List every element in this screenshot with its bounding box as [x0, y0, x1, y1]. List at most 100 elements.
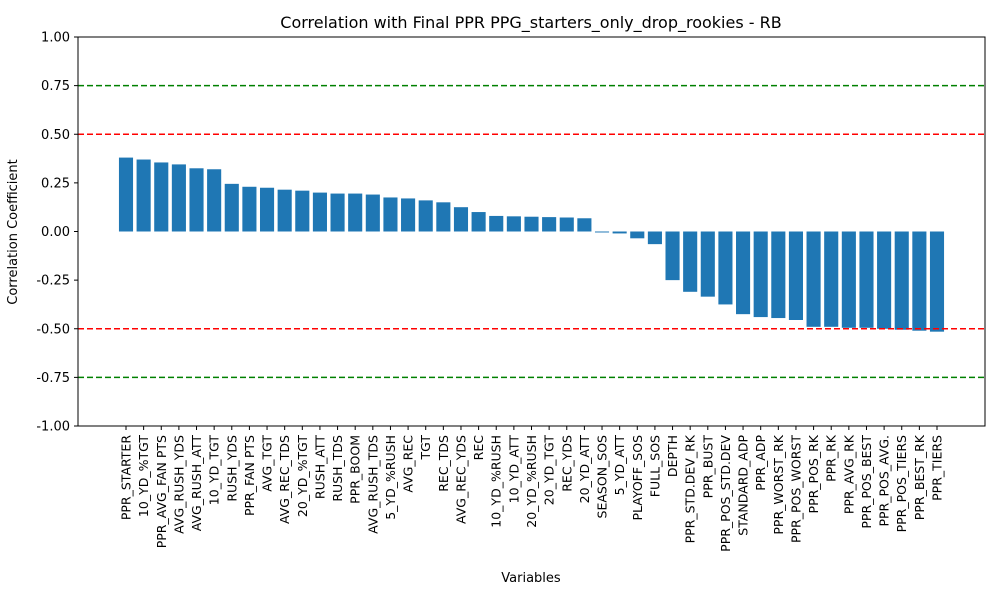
bar-avg-rush-att: [189, 168, 204, 232]
x-tick-label: PPR_POS_STD.DEV: [718, 435, 733, 552]
bar-20-yd-att: [577, 218, 592, 232]
x-axis-label: Variables: [501, 571, 561, 586]
bar-ppr-best-rk: [912, 231, 927, 331]
bar-ppr-pos-avg-: [877, 231, 892, 329]
x-tick-label: PPR_POS_BEST: [859, 435, 874, 529]
x-tick-label: 5_YD_ATT: [612, 435, 627, 496]
bar-rush-tds: [330, 193, 345, 232]
bar-10-yd-rush: [489, 215, 504, 232]
bar-20-yd-rush: [524, 216, 539, 232]
x-tick-label: AVG_RUSH_ATT: [189, 435, 204, 532]
bar-avg-rush-yds: [171, 164, 186, 232]
chart-title: Correlation with Final PPR PPG_starters_…: [280, 13, 781, 33]
bar-ppr-std-dev-rk: [683, 231, 698, 292]
x-tick-label: PPR_POS_WORST: [788, 435, 803, 543]
x-tick-label: RUSH_YDS: [224, 435, 239, 502]
bar-depth: [665, 231, 680, 281]
x-tick-label: PPR_FAN PTS: [242, 435, 257, 516]
bar-ppr-fan-pts: [242, 186, 257, 232]
x-tick-label: PPR_POS_RK: [806, 434, 821, 513]
x-tick-label: REC: [471, 435, 486, 461]
x-tick-label: PPR_POS_AVG.: [877, 435, 892, 527]
bar-ppr-pos-tiers: [894, 231, 909, 330]
bar-tgt: [418, 200, 433, 232]
bar-full-sos: [647, 231, 662, 245]
bar-ppr-worst-rk: [771, 231, 786, 319]
bar-season-sos: [594, 231, 610, 233]
x-tick-label: PPR_TIERS: [930, 435, 945, 501]
bar-10-yd-tgt: [136, 159, 151, 232]
y-tick-label: -0.75: [36, 371, 70, 386]
x-tick-label: PPR_AVG_RK: [841, 434, 856, 514]
bar-5-yd-rush: [383, 197, 398, 232]
y-tick-label: -0.25: [36, 274, 70, 289]
bar-ppr-pos-best: [859, 231, 874, 328]
x-tick-label: 20_YD_%RUSH: [524, 435, 539, 528]
bar-ppr-tiers: [929, 231, 945, 332]
x-tick-label: PPR_RK: [824, 434, 839, 482]
bar-ppr-bust: [700, 231, 715, 297]
y-tick-label: 0.25: [41, 176, 70, 191]
x-tick-label: 10_YD_%TGT: [136, 435, 151, 517]
x-tick-label: AVG_TGT: [260, 435, 275, 492]
bar-ppr-avg-fan-pts: [154, 162, 169, 232]
x-tick-label: PPR_BEST_RK: [912, 434, 927, 520]
bar-ppr-pos-rk: [806, 231, 821, 327]
bar-ppr-pos-worst: [788, 231, 803, 320]
bar-rec-tds: [436, 202, 451, 232]
x-tick-label: PPR_ADP: [753, 435, 768, 491]
bar-rush-yds: [224, 183, 239, 232]
x-tick-label: TGT: [418, 435, 433, 461]
bar-avg-rush-tds: [365, 194, 380, 232]
x-tick-label: PLAYOFF_SOS: [630, 435, 645, 521]
x-tick-label: FULL_SOS: [647, 435, 662, 497]
x-tick-label: PPR_WORST_RK: [771, 434, 786, 534]
x-tick-label: RUSH_ATT: [312, 435, 327, 499]
bar-avg-tgt: [259, 187, 275, 232]
x-tick-label: REC_YDS: [559, 435, 574, 492]
x-tick-label: AVG_RUSH_YDS: [171, 435, 186, 534]
y-axis-label: Correlation Coefficient: [6, 159, 21, 305]
bar-10-yd-tgt: [207, 169, 222, 232]
x-tick-label: PPR_STD.DEV_RK: [683, 434, 698, 543]
bar-ppr-rk: [824, 231, 839, 327]
bar-20-yd-tgt: [542, 217, 557, 232]
bar-rec-yds: [559, 217, 574, 232]
x-tick-label: AVG_REC_TDS: [277, 435, 292, 524]
x-tick-label: PPR_AVG_FAN PTS: [154, 435, 169, 548]
x-tick-label: 10_YD_ATT: [506, 435, 521, 504]
bar-ppr-boom: [348, 193, 363, 232]
bar-rush-att: [312, 192, 327, 232]
bar-avg-rec-yds: [453, 207, 469, 232]
x-tick-label: 10_YD_%RUSH: [489, 435, 504, 528]
x-tick-label: 10_YD_TGT: [207, 435, 222, 506]
x-tick-label: DEPTH: [665, 435, 680, 477]
bar-ppr-avg-rk: [841, 231, 856, 328]
x-tick-label: 5_YD_%RUSH: [383, 435, 398, 520]
bar-ppr-starter: [118, 157, 134, 232]
x-tick-label: STANDARD_ADP: [736, 435, 751, 536]
bar-10-yd-att: [506, 216, 521, 232]
bar-5-yd-att: [612, 231, 627, 234]
bar-ppr-adp: [753, 231, 768, 318]
x-tick-label: AVG_REC_YDS: [453, 435, 468, 524]
bar-avg-rec-tds: [277, 189, 292, 232]
x-tick-label: PPR_BUST: [700, 435, 715, 499]
x-tick-label: AVG_RUSH_TDS: [365, 435, 380, 534]
bar-rec: [471, 212, 486, 232]
x-tick-label: PPR_BOOM: [348, 435, 363, 504]
x-tick-label: PPR_STARTER: [119, 435, 134, 520]
bar-ppr-pos-std-dev: [718, 231, 733, 305]
y-tick-label: 0.00: [41, 225, 70, 240]
y-tick-label: 0.50: [41, 128, 70, 143]
y-tick-label: -0.50: [36, 322, 70, 337]
bar-avg-rec: [401, 198, 416, 232]
x-tick-label: 20_YD_TGT: [542, 435, 557, 506]
y-tick-label: 1.00: [41, 31, 70, 46]
plot-area: -1.00 -0.75 -0.50 -0.25 0.00 0.25 0.50 0.75 1.00…: [36, 31, 986, 552]
bar-standard-adp: [736, 231, 751, 315]
x-tick-label: 20_YD_ATT: [577, 435, 592, 504]
y-tick-label: -1.00: [36, 420, 70, 435]
x-tick-label: PPR_POS_TIERS: [894, 435, 909, 532]
